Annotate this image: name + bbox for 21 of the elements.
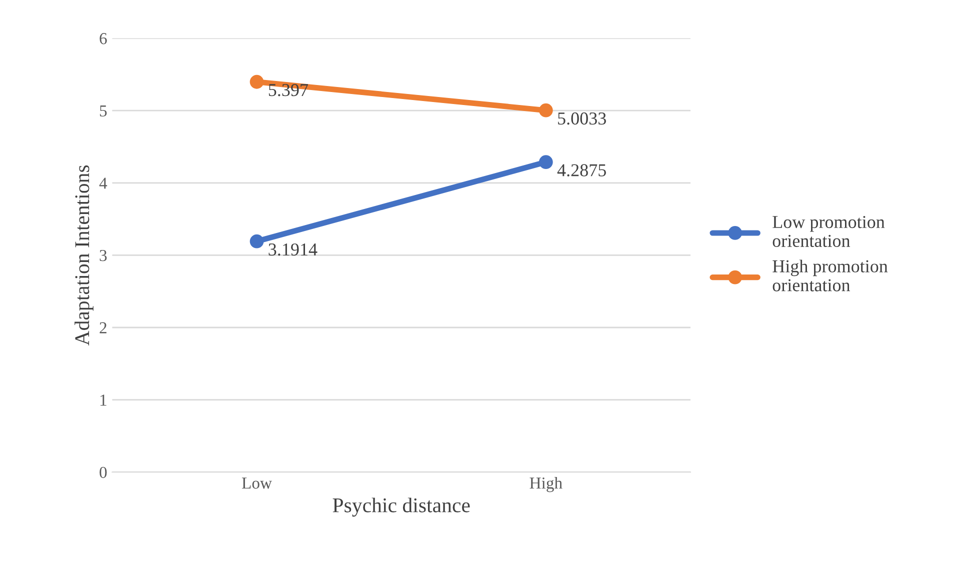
data-label: 5.397: [268, 84, 308, 96]
data-label: 3.1914: [268, 243, 318, 256]
x-tick-label: Low: [242, 478, 272, 489]
point: [538, 155, 553, 170]
y-tick-label: 5: [100, 105, 107, 117]
x-axis-title: Psychic distance: [332, 498, 470, 517]
y-tick-label: 1: [100, 394, 106, 406]
y-tick-label: 3: [100, 250, 107, 262]
y-tick-label: 6: [100, 33, 107, 44]
data-label: 5.0033: [558, 112, 606, 125]
y-tick-label: 2: [100, 322, 106, 334]
data-label: 4.2875: [557, 164, 606, 176]
legend-label: High promotion orientation: [772, 260, 888, 292]
legend-label: Low promotion orientation: [772, 216, 885, 247]
y-tick-label: 0: [100, 466, 107, 478]
point: [250, 74, 264, 89]
point: [250, 234, 264, 248]
y-tick-label: 4: [99, 178, 108, 189]
point: [538, 103, 553, 118]
y-axis-title: Adaptation Intentions: [74, 165, 94, 346]
x-tick-label: High: [530, 476, 562, 492]
